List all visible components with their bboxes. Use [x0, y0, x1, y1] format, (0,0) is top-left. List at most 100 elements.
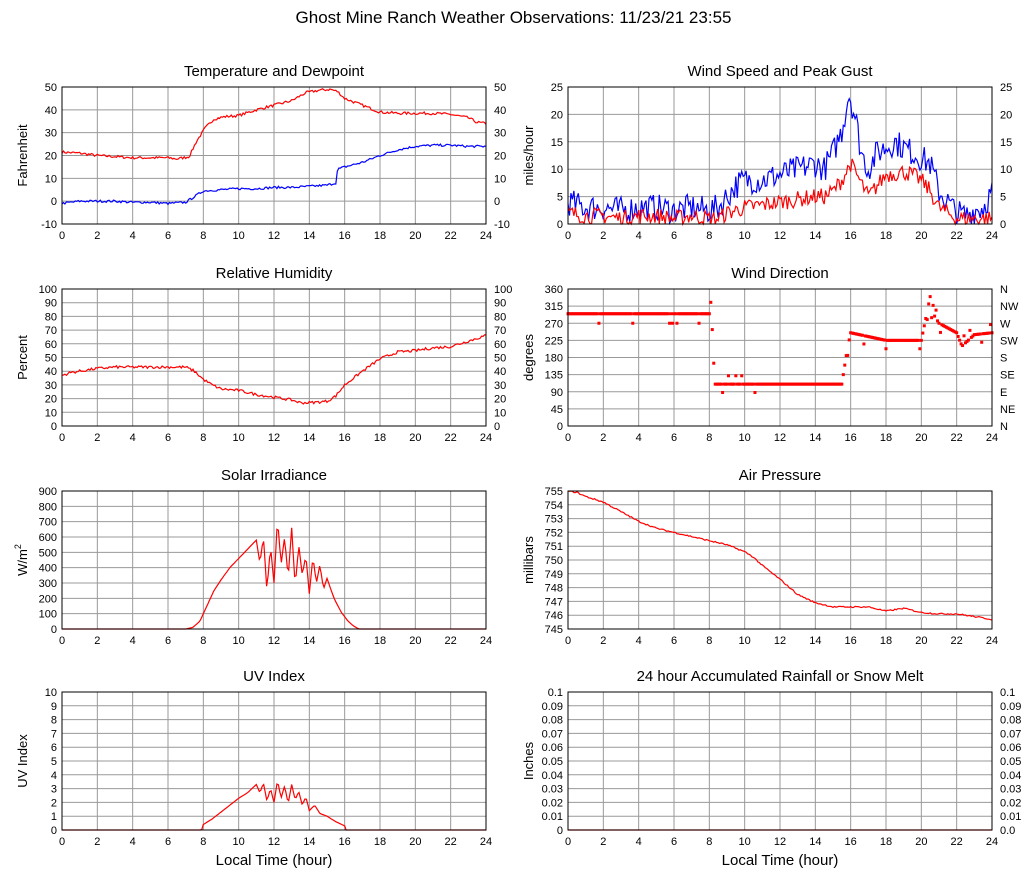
chart-title: Relative Humidity — [216, 265, 333, 282]
x-tick-label: 6 — [165, 230, 171, 242]
x-tick-label: 6 — [671, 635, 677, 647]
data-point — [841, 373, 845, 377]
x-tick-label: 20 — [409, 836, 421, 848]
x-tick-label: 20 — [409, 230, 421, 242]
data-point — [955, 331, 959, 335]
data-point — [631, 321, 635, 325]
y-tick-label-right: 0.07 — [1000, 728, 1021, 740]
x-tick-label: 22 — [445, 432, 457, 444]
plot-frame — [61, 490, 487, 630]
x-tick-label: 6 — [671, 432, 677, 444]
x-tick-label: 16 — [339, 635, 351, 647]
data-point — [738, 382, 742, 386]
x-tick-label: 10 — [233, 635, 245, 647]
x-tick-label: 22 — [951, 836, 963, 848]
data-point — [922, 324, 926, 328]
y-tick-label: 0 — [51, 196, 57, 208]
y-tick-label: 0 — [557, 825, 563, 837]
y-tick-label-right: 0.1 — [1000, 687, 1015, 699]
y-tick-label-right: 0.06 — [1000, 742, 1021, 754]
x-tick-label: 2 — [600, 432, 606, 444]
chart-wind-direction: Wind Direction04590135180225270315360NNE… — [521, 265, 1019, 444]
data-point — [843, 363, 847, 367]
x-tick-label: 24 — [986, 432, 998, 444]
y-tick-label: 0.06 — [542, 742, 563, 754]
y-axis-label: Percent — [15, 335, 30, 380]
x-tick-label: 22 — [951, 635, 963, 647]
chart-title: Temperature and Dewpoint — [184, 63, 365, 80]
y-tick-label: 0.03 — [542, 784, 563, 796]
data-point — [847, 338, 851, 342]
data-point — [921, 331, 925, 335]
x-tick-label: 8 — [706, 836, 712, 848]
x-tick-label: 4 — [636, 836, 642, 848]
data-point — [669, 312, 673, 316]
y-tick-label: 200 — [39, 593, 57, 605]
data-point — [671, 321, 675, 325]
y-tick-label: 10 — [45, 687, 57, 699]
y-tick-label-right: N — [1000, 421, 1008, 433]
x-tick-label: 24 — [480, 836, 492, 848]
y-tick-label: 752 — [545, 527, 563, 539]
y-tick-label: 746 — [545, 610, 563, 622]
chart-solar-irradiance: Solar Irradiance010020030040050060070080… — [13, 467, 492, 647]
x-tick-label: 22 — [445, 836, 457, 848]
x-tick-label: 12 — [268, 432, 280, 444]
y-tick-label-right: NE — [1000, 404, 1015, 416]
x-tick-label: 18 — [374, 836, 386, 848]
data-point — [709, 300, 713, 304]
data-point — [927, 302, 931, 306]
y-tick-label-right: 30 — [494, 380, 506, 392]
data-point — [966, 338, 970, 342]
x-tick-label: 12 — [774, 432, 786, 444]
y-tick-label-right: -10 — [494, 219, 510, 231]
y-tick-label-right: 0 — [494, 421, 500, 433]
data-point — [740, 374, 744, 378]
y-tick-label: 10 — [45, 407, 57, 419]
data-point — [725, 382, 729, 386]
data-point — [712, 361, 716, 365]
x-tick-label: 10 — [233, 836, 245, 848]
data-point — [959, 342, 963, 346]
y-tick-label-right: 20 — [494, 394, 506, 406]
x-tick-label: 12 — [268, 836, 280, 848]
data-point — [595, 312, 599, 316]
data-point — [710, 328, 714, 332]
x-tick-label: 10 — [739, 432, 751, 444]
x-tick-label: 18 — [880, 230, 892, 242]
y-tick-label: -10 — [41, 219, 57, 231]
x-tick-label: 20 — [915, 230, 927, 242]
y-tick-label-right: 10 — [494, 173, 506, 185]
y-tick-label: 90 — [551, 387, 563, 399]
y-tick-label: 135 — [545, 370, 563, 382]
y-tick-label: 0.09 — [542, 701, 563, 713]
x-tick-label: 6 — [671, 230, 677, 242]
y-tick-label: 751 — [545, 541, 563, 553]
data-point — [597, 321, 601, 325]
y-tick-label-right: 0.0 — [1000, 825, 1015, 837]
data-point — [916, 338, 920, 342]
data-point — [734, 374, 738, 378]
data-point — [919, 338, 923, 342]
y-tick-label-right: NW — [1000, 301, 1019, 313]
y-tick-label-right: 20 — [1000, 109, 1012, 121]
data-point — [860, 333, 864, 337]
data-point — [726, 374, 730, 378]
y-tick-label-right: 90 — [494, 298, 506, 310]
y-tick-label: 745 — [545, 624, 563, 636]
chart-title: UV Index — [243, 668, 305, 685]
plot-frame — [567, 288, 993, 427]
y-tick-label: 25 — [551, 82, 563, 94]
x-tick-label: 16 — [845, 432, 857, 444]
data-point — [934, 308, 938, 312]
y-tick-label: 0.08 — [542, 715, 563, 727]
series-dewpoint — [61, 143, 487, 206]
x-tick-label: 14 — [303, 432, 315, 444]
chart-title: 24 hour Accumulated Rainfall or Snow Mel… — [637, 668, 925, 685]
y-tick-label: 9 — [51, 701, 57, 713]
data-point — [675, 321, 679, 325]
data-point — [883, 338, 887, 342]
x-tick-label: 16 — [339, 432, 351, 444]
x-tick-label: 24 — [480, 432, 492, 444]
